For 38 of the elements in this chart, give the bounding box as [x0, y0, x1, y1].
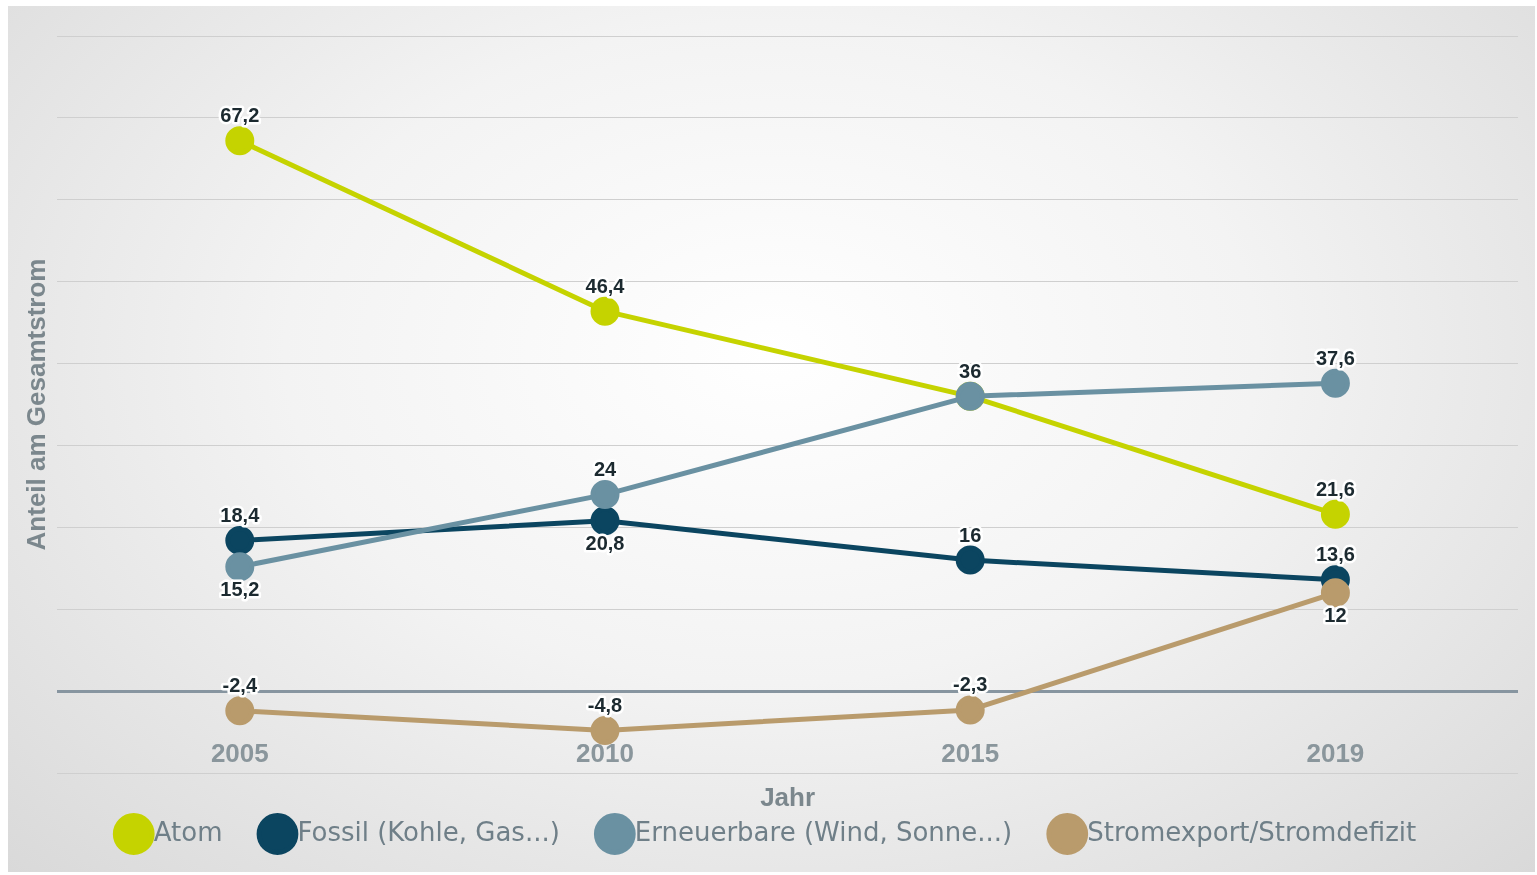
- point: [1320, 499, 1350, 529]
- data-label: 21,6: [1315, 477, 1355, 500]
- point: [1320, 368, 1350, 398]
- point: [590, 296, 620, 326]
- data-label: -2,3: [952, 673, 988, 696]
- point: [1320, 578, 1350, 608]
- data-label: 20,8: [585, 532, 625, 555]
- data-label: 24: [593, 458, 617, 481]
- x-tick-label: 2005: [210, 737, 269, 768]
- data-label: -2,4: [222, 674, 258, 697]
- legend-label: Erneuerbare (Wind, Sonne...): [634, 816, 1013, 847]
- x-tick-label: 2010: [576, 737, 634, 768]
- data-label: -4,8: [587, 693, 623, 716]
- data-label: 13,6: [1315, 543, 1355, 566]
- x-tick-label: 2015: [941, 737, 1000, 768]
- point: [590, 715, 620, 745]
- legend-label: Atom: [153, 816, 223, 847]
- legend-label: Fossil (Kohle, Gas...): [297, 816, 560, 847]
- point: [225, 525, 255, 555]
- data-label: 36: [959, 359, 982, 382]
- point: [955, 545, 985, 575]
- data-label: 15,2: [220, 578, 260, 601]
- data-label: 37,6: [1315, 346, 1355, 369]
- point: [955, 695, 985, 725]
- point: [590, 506, 620, 536]
- data-label: 46,4: [585, 274, 626, 297]
- point: [590, 480, 620, 510]
- data-label: 67,2: [220, 104, 260, 127]
- data-label: 18,4: [220, 503, 261, 526]
- data-label: 12: [1324, 604, 1347, 627]
- point: [225, 696, 255, 726]
- x-tick-label: 2019: [1306, 737, 1365, 768]
- data-label: 16: [959, 523, 982, 546]
- point: [225, 126, 255, 156]
- y-axis-title: Anteil am Gesamtstrom: [20, 258, 51, 551]
- point: [225, 552, 255, 582]
- x-axis-title: Jahr: [760, 782, 816, 813]
- legend-label: Stromexport/Stromdefizit: [1087, 816, 1417, 847]
